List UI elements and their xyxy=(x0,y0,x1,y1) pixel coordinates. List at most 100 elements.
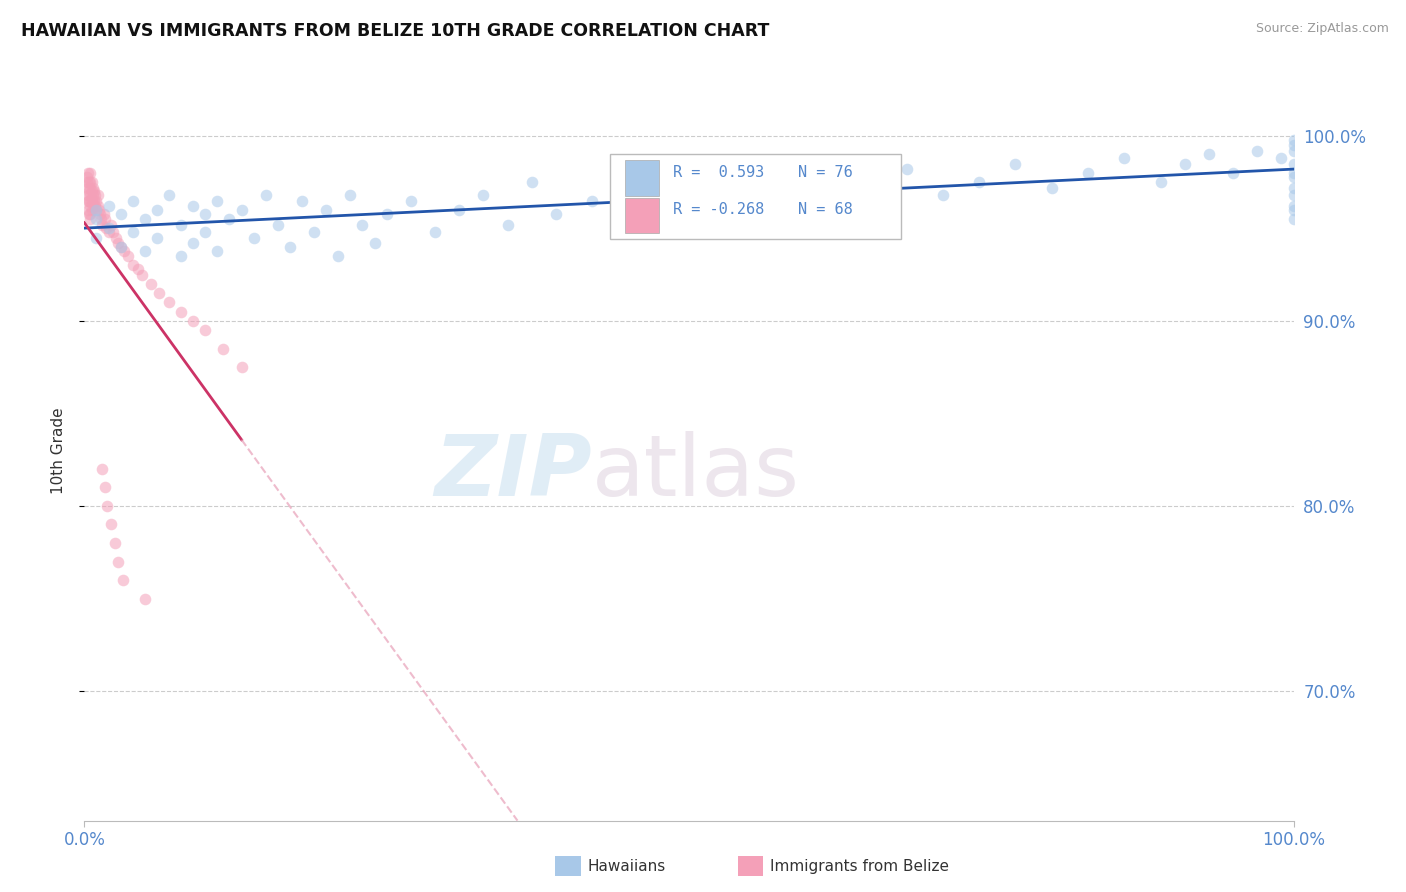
Point xyxy=(520,175,543,189)
Text: R =  0.593: R = 0.593 xyxy=(673,165,765,179)
Point xyxy=(157,295,180,310)
Point xyxy=(449,202,471,217)
Point xyxy=(399,194,422,208)
Point xyxy=(93,206,115,220)
Point xyxy=(121,258,143,272)
Point xyxy=(823,194,845,208)
Point xyxy=(84,188,107,202)
Point xyxy=(254,188,277,202)
Point xyxy=(87,202,110,217)
Point xyxy=(146,230,169,244)
Point xyxy=(79,199,101,213)
Point xyxy=(1282,169,1305,184)
Point xyxy=(896,162,918,177)
Point xyxy=(1282,180,1305,194)
Point xyxy=(79,175,101,189)
Point xyxy=(121,225,143,239)
Point xyxy=(79,180,101,194)
Point xyxy=(77,166,100,180)
Point xyxy=(110,206,132,220)
Text: N = 68: N = 68 xyxy=(797,202,852,217)
Point xyxy=(77,206,100,220)
Point xyxy=(1040,180,1063,194)
Point xyxy=(84,199,107,213)
Point xyxy=(1282,202,1305,217)
Point xyxy=(1282,138,1305,153)
Point xyxy=(231,202,253,217)
Point xyxy=(86,202,108,217)
Point xyxy=(423,225,446,239)
Point xyxy=(127,262,149,277)
Point xyxy=(181,314,204,328)
Point xyxy=(315,202,337,217)
Point xyxy=(967,175,990,189)
Point xyxy=(1174,156,1197,170)
Point xyxy=(83,194,105,208)
Point xyxy=(110,240,132,254)
Point xyxy=(94,480,117,494)
Point xyxy=(104,536,127,550)
Point xyxy=(302,225,325,239)
Point xyxy=(375,206,398,220)
Point xyxy=(339,188,361,202)
FancyBboxPatch shape xyxy=(610,154,901,239)
Point xyxy=(859,169,882,184)
Point xyxy=(134,244,156,258)
Point xyxy=(77,180,100,194)
Point xyxy=(86,212,108,227)
Point xyxy=(170,249,193,263)
Point xyxy=(231,360,253,375)
Point xyxy=(86,194,108,208)
Point xyxy=(80,202,103,217)
Point xyxy=(617,185,640,199)
Point xyxy=(97,221,120,235)
Point xyxy=(80,185,103,199)
Point xyxy=(1149,175,1171,189)
Point xyxy=(1282,144,1305,158)
Point xyxy=(932,188,955,202)
Point xyxy=(363,236,385,251)
Text: Source: ZipAtlas.com: Source: ZipAtlas.com xyxy=(1256,22,1389,36)
Point xyxy=(86,202,108,217)
Point xyxy=(107,236,129,251)
Point xyxy=(1282,188,1305,202)
Text: Hawaiians: Hawaiians xyxy=(588,859,666,873)
Point xyxy=(77,175,100,189)
Point xyxy=(194,206,217,220)
Text: ZIP: ZIP xyxy=(434,431,592,514)
Point xyxy=(146,202,169,217)
Point xyxy=(96,499,118,513)
Point xyxy=(181,236,204,251)
Point xyxy=(77,194,100,208)
Point xyxy=(544,206,567,220)
Point xyxy=(472,188,495,202)
Point xyxy=(751,180,773,194)
Point xyxy=(107,554,129,569)
Point xyxy=(77,202,100,217)
Point xyxy=(207,194,229,208)
Point xyxy=(267,218,290,232)
Point xyxy=(79,188,101,202)
Point xyxy=(86,199,108,213)
Point xyxy=(91,218,114,232)
Point xyxy=(1270,151,1292,165)
Point xyxy=(654,202,676,217)
Point xyxy=(112,244,135,258)
Point xyxy=(1004,156,1026,170)
Point xyxy=(678,175,700,189)
Point xyxy=(77,185,100,199)
Point xyxy=(100,218,122,232)
Point xyxy=(157,188,180,202)
Point xyxy=(207,244,229,258)
Point xyxy=(496,218,519,232)
Point xyxy=(112,573,135,587)
Point xyxy=(1198,147,1220,161)
Point xyxy=(79,194,101,208)
Point xyxy=(291,194,314,208)
Point xyxy=(714,188,737,202)
Bar xyxy=(624,161,659,196)
Point xyxy=(77,188,100,202)
Point xyxy=(94,221,117,235)
Point xyxy=(82,188,104,202)
Point xyxy=(90,212,112,227)
